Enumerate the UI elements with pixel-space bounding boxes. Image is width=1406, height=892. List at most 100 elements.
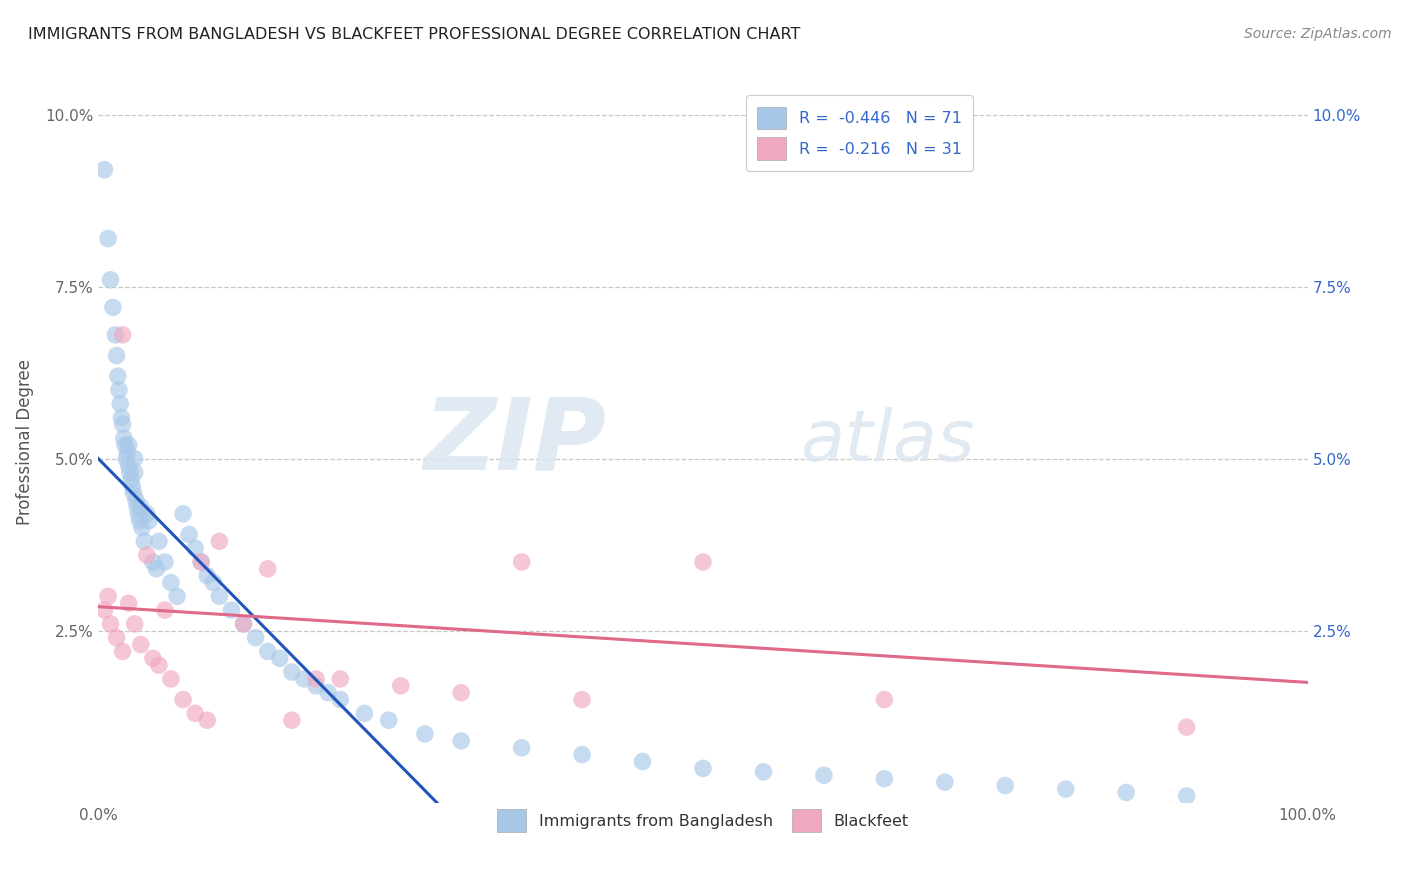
Point xyxy=(195,713,218,727)
Point xyxy=(105,631,128,645)
Point xyxy=(107,369,129,384)
Point xyxy=(190,555,212,569)
Point xyxy=(1175,789,1198,803)
Point xyxy=(117,445,139,459)
Point xyxy=(184,541,207,556)
Point xyxy=(195,568,218,582)
Text: IMMIGRANTS FROM BANGLADESH VS BLACKFEET PROFESSIONAL DEGREE CORRELATION CHART: IMMIGRANTS FROM BANGLADESH VS BLACKFEET … xyxy=(28,27,800,42)
Point xyxy=(115,451,138,466)
Point xyxy=(184,706,207,721)
Point xyxy=(160,672,183,686)
Point xyxy=(153,603,176,617)
Point xyxy=(510,555,533,569)
Text: atlas: atlas xyxy=(800,407,974,476)
Point xyxy=(389,679,412,693)
Point xyxy=(114,438,136,452)
Point xyxy=(329,692,352,706)
Point xyxy=(571,747,593,762)
Point xyxy=(752,764,775,779)
Point xyxy=(124,466,146,480)
Point xyxy=(353,706,375,721)
Point xyxy=(292,672,315,686)
Legend: Immigrants from Bangladesh, Blackfeet: Immigrants from Bangladesh, Blackfeet xyxy=(491,803,915,838)
Point xyxy=(148,534,170,549)
Point xyxy=(121,479,143,493)
Point xyxy=(305,672,328,686)
Point xyxy=(631,755,654,769)
Point xyxy=(1054,782,1077,797)
Point xyxy=(256,562,278,576)
Text: ZIP: ZIP xyxy=(423,393,606,490)
Point xyxy=(124,616,146,631)
Point xyxy=(134,534,156,549)
Point xyxy=(813,768,835,782)
Point xyxy=(208,534,231,549)
Point xyxy=(127,500,149,514)
Point xyxy=(128,514,150,528)
Point xyxy=(138,514,160,528)
Point xyxy=(256,644,278,658)
Point xyxy=(100,616,122,631)
Point xyxy=(1115,785,1137,799)
Point xyxy=(120,472,142,486)
Point xyxy=(104,327,127,342)
Point xyxy=(208,590,231,604)
Y-axis label: Professional Degree: Professional Degree xyxy=(15,359,34,524)
Point xyxy=(145,562,167,576)
Point xyxy=(100,273,122,287)
Point xyxy=(135,507,157,521)
Point xyxy=(281,713,304,727)
Point xyxy=(692,761,714,775)
Point xyxy=(148,658,170,673)
Point xyxy=(101,301,124,315)
Point xyxy=(111,417,134,432)
Point xyxy=(135,548,157,562)
Point xyxy=(179,527,201,541)
Point xyxy=(129,500,152,514)
Point xyxy=(129,638,152,652)
Point xyxy=(131,520,153,534)
Point xyxy=(934,775,956,789)
Point xyxy=(377,713,399,727)
Point xyxy=(873,772,896,786)
Point xyxy=(112,431,135,445)
Point xyxy=(160,575,183,590)
Point xyxy=(692,555,714,569)
Point xyxy=(108,397,131,411)
Point xyxy=(873,692,896,706)
Point xyxy=(118,438,141,452)
Point xyxy=(269,651,291,665)
Point xyxy=(110,410,132,425)
Point xyxy=(111,327,134,342)
Point xyxy=(281,665,304,679)
Point xyxy=(105,349,128,363)
Point xyxy=(571,692,593,706)
Point xyxy=(97,590,120,604)
Point xyxy=(111,644,134,658)
Point xyxy=(97,231,120,245)
Point xyxy=(450,686,472,700)
Point xyxy=(118,596,141,610)
Point xyxy=(118,458,141,473)
Point xyxy=(108,383,131,397)
Point xyxy=(232,616,254,631)
Point xyxy=(153,555,176,569)
Text: Source: ZipAtlas.com: Source: ZipAtlas.com xyxy=(1244,27,1392,41)
Point xyxy=(142,651,165,665)
Point xyxy=(142,555,165,569)
Point xyxy=(125,493,148,508)
Point xyxy=(1175,720,1198,734)
Point xyxy=(172,692,194,706)
Point xyxy=(413,727,436,741)
Point xyxy=(166,590,188,604)
Point xyxy=(305,679,328,693)
Point xyxy=(329,672,352,686)
Point xyxy=(245,631,267,645)
Point xyxy=(93,162,115,177)
Point xyxy=(172,507,194,521)
Point xyxy=(127,507,149,521)
Point xyxy=(202,575,225,590)
Point xyxy=(510,740,533,755)
Point xyxy=(122,486,145,500)
Point xyxy=(190,555,212,569)
